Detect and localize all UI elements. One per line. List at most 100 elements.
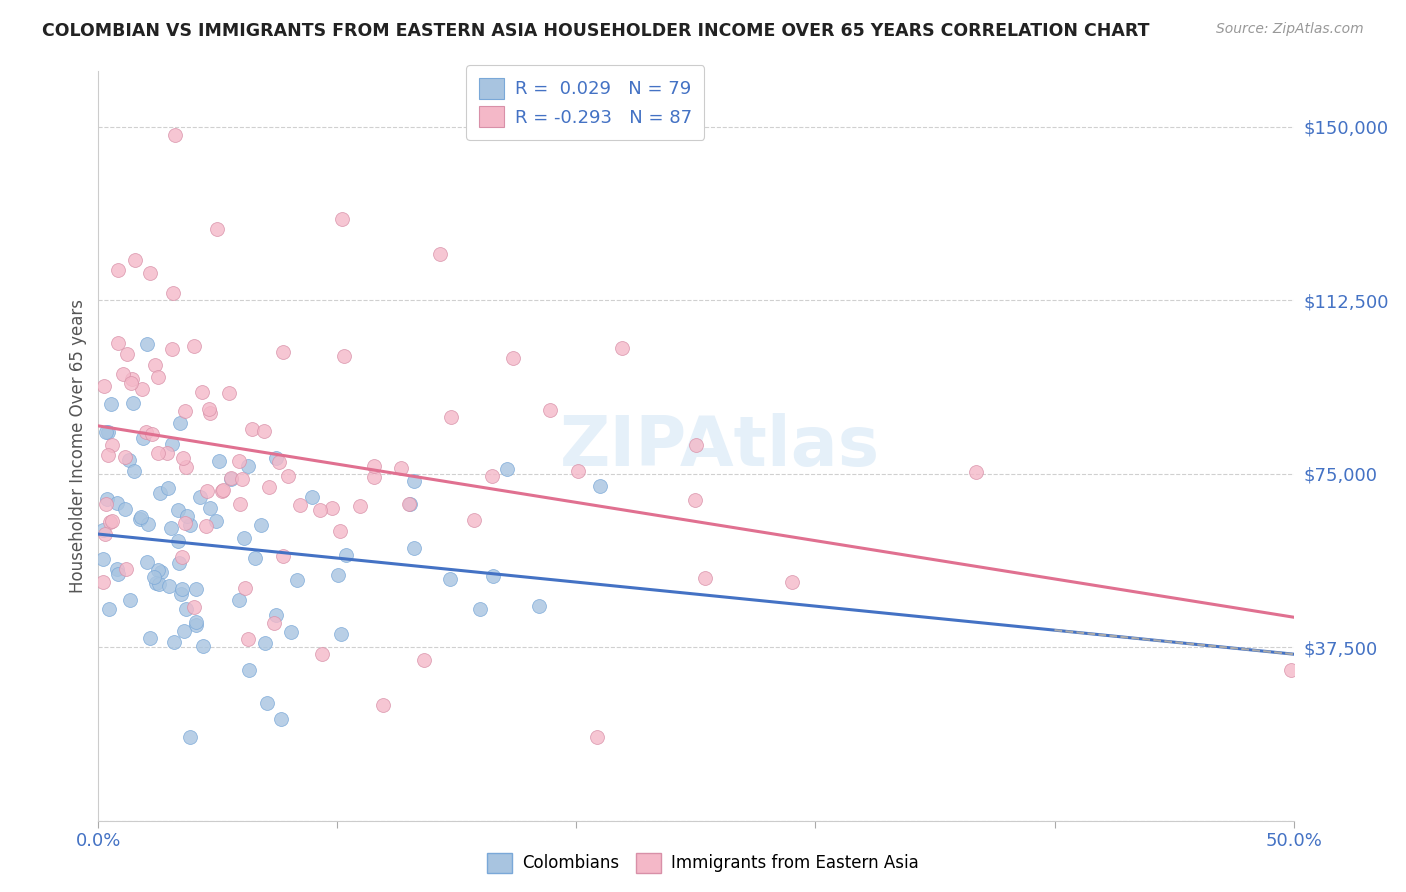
Point bbox=[136, 555, 159, 569]
Point bbox=[91, 524, 114, 538]
Point bbox=[363, 458, 385, 473]
Point bbox=[121, 396, 143, 410]
Point bbox=[429, 246, 451, 260]
Point bbox=[235, 581, 257, 595]
Point bbox=[683, 492, 706, 507]
Point bbox=[107, 567, 129, 582]
Point bbox=[468, 602, 491, 616]
Point bbox=[107, 336, 129, 351]
Point bbox=[172, 450, 194, 465]
Point bbox=[496, 462, 519, 476]
Point bbox=[363, 470, 385, 484]
Point bbox=[183, 339, 205, 353]
Point bbox=[232, 531, 254, 545]
Point bbox=[169, 417, 191, 431]
Point bbox=[160, 436, 183, 450]
Point bbox=[228, 454, 250, 468]
Point bbox=[145, 575, 167, 590]
Point bbox=[148, 576, 170, 591]
Point bbox=[136, 517, 159, 532]
Point bbox=[139, 631, 162, 645]
Point bbox=[170, 586, 193, 600]
Point bbox=[402, 474, 425, 488]
Point bbox=[280, 624, 302, 639]
Text: Source: ZipAtlas.com: Source: ZipAtlas.com bbox=[1216, 22, 1364, 37]
Point bbox=[93, 379, 115, 393]
Point bbox=[174, 403, 197, 417]
Point bbox=[685, 438, 707, 452]
Point bbox=[502, 351, 524, 366]
Point bbox=[270, 712, 292, 726]
Point bbox=[198, 402, 221, 417]
Point bbox=[287, 573, 309, 587]
Point bbox=[228, 593, 250, 607]
Point bbox=[97, 448, 120, 462]
Point bbox=[238, 664, 260, 678]
Point bbox=[398, 497, 420, 511]
Point bbox=[389, 461, 412, 475]
Point bbox=[567, 464, 589, 478]
Point bbox=[236, 458, 259, 473]
Point bbox=[117, 452, 139, 467]
Point bbox=[257, 479, 280, 493]
Point bbox=[129, 509, 152, 524]
Point bbox=[188, 490, 211, 504]
Y-axis label: Householder Income Over 65 years: Householder Income Over 65 years bbox=[69, 299, 87, 593]
Point bbox=[118, 592, 141, 607]
Point bbox=[156, 446, 179, 460]
Point bbox=[236, 632, 259, 647]
Point bbox=[114, 502, 136, 516]
Point bbox=[253, 425, 276, 439]
Point bbox=[163, 635, 186, 649]
Point bbox=[179, 518, 201, 533]
Point bbox=[256, 696, 278, 710]
Point bbox=[288, 498, 311, 512]
Point bbox=[326, 568, 349, 582]
Point bbox=[212, 483, 235, 498]
Point bbox=[91, 574, 114, 589]
Point bbox=[254, 636, 277, 650]
Point bbox=[139, 266, 162, 280]
Point bbox=[211, 483, 233, 498]
Point bbox=[149, 486, 172, 500]
Point bbox=[148, 563, 170, 577]
Point bbox=[198, 406, 221, 420]
Point bbox=[136, 336, 159, 351]
Point bbox=[271, 549, 294, 563]
Point bbox=[98, 515, 121, 529]
Point bbox=[965, 465, 987, 479]
Point bbox=[174, 601, 197, 615]
Point bbox=[349, 499, 371, 513]
Text: COLOMBIAN VS IMMIGRANTS FROM EASTERN ASIA HOUSEHOLDER INCOME OVER 65 YEARS CORRE: COLOMBIAN VS IMMIGRANTS FROM EASTERN ASI… bbox=[42, 22, 1150, 40]
Point bbox=[585, 731, 607, 745]
Point bbox=[135, 425, 157, 439]
Point bbox=[250, 517, 273, 532]
Point bbox=[121, 372, 143, 386]
Point bbox=[538, 403, 561, 417]
Point bbox=[266, 451, 288, 466]
Point bbox=[263, 616, 285, 631]
Point bbox=[271, 345, 294, 359]
Point bbox=[105, 496, 128, 510]
Point bbox=[166, 534, 188, 549]
Point bbox=[219, 471, 242, 485]
Point bbox=[94, 527, 117, 541]
Point bbox=[264, 607, 287, 622]
Point bbox=[176, 508, 198, 523]
Point bbox=[277, 468, 299, 483]
Point bbox=[191, 639, 214, 653]
Point bbox=[610, 341, 633, 355]
Point bbox=[174, 459, 197, 474]
Point bbox=[160, 342, 183, 356]
Point bbox=[308, 503, 330, 517]
Point bbox=[780, 574, 803, 589]
Point bbox=[184, 615, 207, 630]
Point bbox=[481, 568, 503, 582]
Point bbox=[157, 481, 180, 495]
Point bbox=[693, 571, 716, 585]
Point bbox=[120, 376, 142, 391]
Point bbox=[219, 472, 242, 486]
Point bbox=[150, 565, 173, 579]
Point bbox=[107, 263, 129, 277]
Point bbox=[122, 464, 145, 478]
